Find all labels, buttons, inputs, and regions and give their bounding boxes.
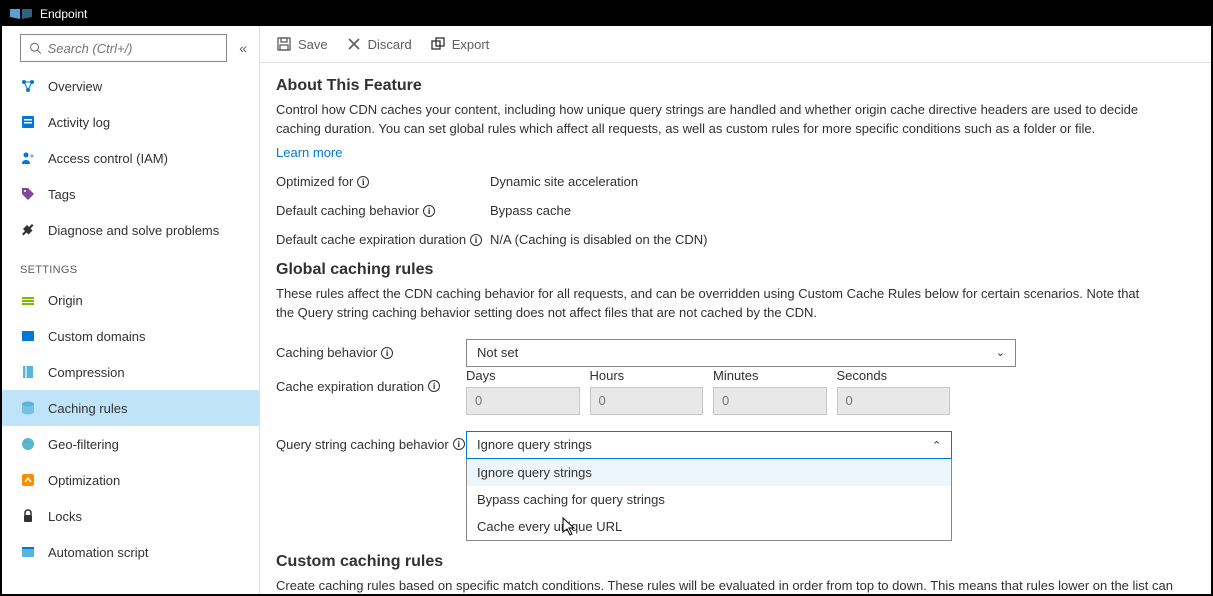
chevron-up-icon: ⌄: [932, 438, 941, 451]
sidebar-item-overview[interactable]: Overview: [2, 68, 259, 104]
discard-label: Discard: [368, 37, 412, 52]
sidebar-item-label: Overview: [48, 79, 102, 94]
sidebar-item-access-control[interactable]: Access control (IAM): [2, 140, 259, 176]
geo-filtering-icon: [20, 436, 36, 452]
sidebar-item-geo-filtering[interactable]: Geo-filtering: [2, 426, 259, 462]
save-icon: [276, 36, 292, 52]
diagnose-icon: [20, 222, 36, 238]
custom-rules-description: Create caching rules based on specific m…: [276, 577, 1195, 594]
breadcrumb-endpoint: Endpoint: [40, 7, 87, 21]
activity-log-icon: [20, 114, 36, 130]
optimized-for-label: Optimized for: [276, 174, 353, 189]
save-button[interactable]: Save: [276, 36, 328, 52]
hours-label: Hours: [590, 368, 704, 383]
caching-rules-icon: [20, 400, 36, 416]
default-caching-behavior-label: Default caching behavior: [276, 203, 419, 218]
sidebar-item-label: Tags: [48, 187, 75, 202]
caching-behavior-value: Not set: [477, 345, 518, 360]
sidebar: « Overview Activity log Access control (…: [2, 26, 260, 594]
sidebar-item-automation-script[interactable]: Automation script: [2, 534, 259, 570]
access-control-icon: [20, 150, 36, 166]
export-button[interactable]: Export: [430, 36, 490, 52]
azure-logo-icon: [10, 9, 32, 19]
about-description: Control how CDN caches your content, inc…: [276, 101, 1156, 139]
sidebar-item-locks[interactable]: Locks: [2, 498, 259, 534]
days-label: Days: [466, 368, 580, 383]
hours-input[interactable]: [590, 387, 704, 415]
days-input[interactable]: [466, 387, 580, 415]
sidebar-item-compression[interactable]: Compression: [2, 354, 259, 390]
dropdown-option[interactable]: Cache every unique URL: [467, 513, 951, 540]
search-input[interactable]: [48, 41, 219, 56]
optimization-icon: [20, 472, 36, 488]
sidebar-item-diagnose[interactable]: Diagnose and solve problems: [2, 212, 259, 248]
query-string-caching-value: Ignore query strings: [477, 437, 592, 452]
custom-rules-heading: Custom caching rules: [276, 553, 1195, 571]
sidebar-item-label: Custom domains: [48, 329, 146, 344]
search-box[interactable]: [20, 34, 227, 62]
sidebar-item-label: Compression: [48, 365, 125, 380]
seconds-input[interactable]: [837, 387, 951, 415]
chevron-down-icon: ⌄: [996, 346, 1005, 359]
overview-icon: [20, 78, 36, 94]
sidebar-item-label: Origin: [48, 293, 83, 308]
compression-icon: [20, 364, 36, 380]
sidebar-item-label: Activity log: [48, 115, 110, 130]
automation-script-icon: [20, 544, 36, 560]
discard-button[interactable]: Discard: [346, 36, 412, 52]
toolbar: Save Discard Export: [260, 26, 1211, 63]
minutes-input[interactable]: [713, 387, 827, 415]
learn-more-link[interactable]: Learn more: [276, 145, 342, 160]
discard-icon: [346, 36, 362, 52]
sidebar-item-tags[interactable]: Tags: [2, 176, 259, 212]
sidebar-item-label: Optimization: [48, 473, 120, 488]
caching-behavior-label: Caching behavior: [276, 345, 377, 360]
info-icon[interactable]: i: [453, 438, 465, 450]
caching-behavior-select[interactable]: Not set ⌄: [466, 339, 1016, 367]
info-icon[interactable]: i: [423, 205, 435, 217]
sidebar-item-label: Caching rules: [48, 401, 128, 416]
sidebar-item-label: Locks: [48, 509, 82, 524]
sidebar-item-activity-log[interactable]: Activity log: [2, 104, 259, 140]
sidebar-item-optimization[interactable]: Optimization: [2, 462, 259, 498]
dropdown-option[interactable]: Ignore query strings: [467, 459, 951, 486]
seconds-label: Seconds: [837, 368, 951, 383]
info-icon[interactable]: i: [428, 380, 440, 392]
default-cache-expiration-value: N/A (Caching is disabled on the CDN): [490, 232, 708, 247]
export-label: Export: [452, 37, 490, 52]
info-icon[interactable]: i: [381, 347, 393, 359]
lock-icon: [20, 508, 36, 524]
sidebar-item-label: Automation script: [48, 545, 148, 560]
global-rules-description: These rules affect the CDN caching behav…: [276, 285, 1156, 323]
about-heading: About This Feature: [276, 77, 1195, 95]
default-caching-behavior-value: Bypass cache: [490, 203, 571, 218]
top-bar: Endpoint: [2, 2, 1211, 26]
global-rules-heading: Global caching rules: [276, 261, 1195, 279]
minutes-label: Minutes: [713, 368, 827, 383]
cache-expiration-label: Cache expiration duration: [276, 379, 424, 394]
default-cache-expiration-label: Default cache expiration duration: [276, 232, 466, 247]
main-panel: Save Discard Export About This Feature C…: [260, 26, 1211, 594]
sidebar-item-label: Geo-filtering: [48, 437, 119, 452]
info-icon[interactable]: i: [357, 176, 369, 188]
origin-icon: [20, 292, 36, 308]
export-icon: [430, 36, 446, 52]
sidebar-item-label: Access control (IAM): [48, 151, 168, 166]
save-label: Save: [298, 37, 328, 52]
custom-domains-icon: [20, 328, 36, 344]
query-string-caching-select[interactable]: Ignore query strings ⌄: [466, 431, 952, 459]
sidebar-item-origin[interactable]: Origin: [2, 282, 259, 318]
sidebar-item-label: Diagnose and solve problems: [48, 223, 219, 238]
info-icon[interactable]: i: [470, 234, 482, 246]
optimized-for-value: Dynamic site acceleration: [490, 174, 638, 189]
query-string-caching-label: Query string caching behavior: [276, 437, 449, 452]
collapse-sidebar-button[interactable]: «: [235, 36, 251, 60]
sidebar-item-custom-domains[interactable]: Custom domains: [2, 318, 259, 354]
sidebar-item-caching-rules[interactable]: Caching rules: [2, 390, 259, 426]
settings-section-label: SETTINGS: [2, 248, 259, 282]
tags-icon: [20, 186, 36, 202]
search-icon: [29, 41, 42, 55]
query-string-caching-dropdown: Ignore query strings Bypass caching for …: [466, 459, 952, 541]
dropdown-option[interactable]: Bypass caching for query strings: [467, 486, 951, 513]
